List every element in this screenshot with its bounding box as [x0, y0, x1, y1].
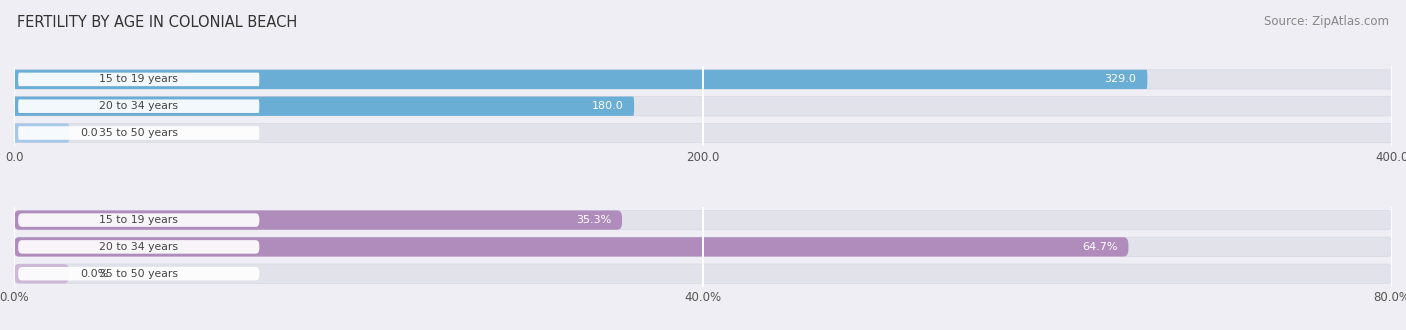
FancyBboxPatch shape: [14, 237, 1129, 256]
FancyBboxPatch shape: [14, 97, 634, 116]
FancyBboxPatch shape: [18, 73, 259, 86]
FancyBboxPatch shape: [14, 211, 1392, 230]
FancyBboxPatch shape: [14, 237, 1392, 256]
FancyBboxPatch shape: [14, 70, 1392, 89]
Text: 35 to 50 years: 35 to 50 years: [100, 128, 179, 138]
Text: 20 to 34 years: 20 to 34 years: [100, 101, 179, 111]
FancyBboxPatch shape: [18, 267, 259, 280]
Text: 0.0%: 0.0%: [80, 269, 108, 279]
Text: 20 to 34 years: 20 to 34 years: [100, 242, 179, 252]
FancyBboxPatch shape: [18, 240, 259, 254]
Text: FERTILITY BY AGE IN COLONIAL BEACH: FERTILITY BY AGE IN COLONIAL BEACH: [17, 15, 297, 30]
Text: 0.0: 0.0: [80, 128, 98, 138]
Text: 180.0: 180.0: [592, 101, 623, 111]
Text: 64.7%: 64.7%: [1081, 242, 1118, 252]
FancyBboxPatch shape: [14, 123, 1392, 143]
Text: 329.0: 329.0: [1105, 74, 1136, 84]
FancyBboxPatch shape: [14, 264, 69, 283]
FancyBboxPatch shape: [14, 264, 1392, 283]
FancyBboxPatch shape: [14, 123, 69, 143]
FancyBboxPatch shape: [18, 99, 259, 113]
Text: Source: ZipAtlas.com: Source: ZipAtlas.com: [1264, 15, 1389, 28]
Text: 15 to 19 years: 15 to 19 years: [100, 215, 179, 225]
FancyBboxPatch shape: [14, 97, 1392, 116]
Text: 35.3%: 35.3%: [576, 215, 612, 225]
Text: 15 to 19 years: 15 to 19 years: [100, 74, 179, 84]
FancyBboxPatch shape: [18, 126, 259, 140]
FancyBboxPatch shape: [14, 70, 1147, 89]
FancyBboxPatch shape: [18, 214, 259, 227]
Text: 35 to 50 years: 35 to 50 years: [100, 269, 179, 279]
FancyBboxPatch shape: [14, 211, 621, 230]
